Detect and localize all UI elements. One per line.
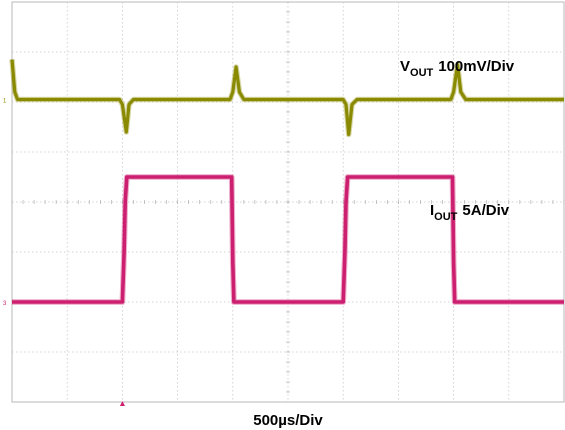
vout-label-sub: OUT	[410, 67, 434, 79]
vout-label-main: V	[400, 58, 410, 75]
iout-label-sub: OUT	[434, 211, 458, 223]
vout-trace	[10, 59, 564, 137]
vout-label-scale: 100mV/Div	[438, 58, 515, 75]
iout-label-scale: 5A/Div	[462, 202, 509, 219]
x-axis-label: 500µs/Div	[253, 412, 323, 429]
iout-channel-marker: 3	[3, 301, 7, 307]
trigger-marker	[119, 401, 125, 406]
vout-channel-marker: 1	[3, 99, 7, 105]
vout-trace-noise	[9, 59, 564, 138]
vout-series-label: VOUT 100mV/Div	[400, 58, 515, 79]
channel-markers: 13	[3, 99, 125, 406]
iout-label-main: I	[430, 202, 434, 219]
traces	[9, 59, 564, 305]
grid	[11, 1, 565, 403]
iout-trace-noise	[12, 174, 564, 305]
iout-series-label: IOUT 5A/Div	[430, 202, 510, 223]
iout-trace	[12, 175, 564, 304]
